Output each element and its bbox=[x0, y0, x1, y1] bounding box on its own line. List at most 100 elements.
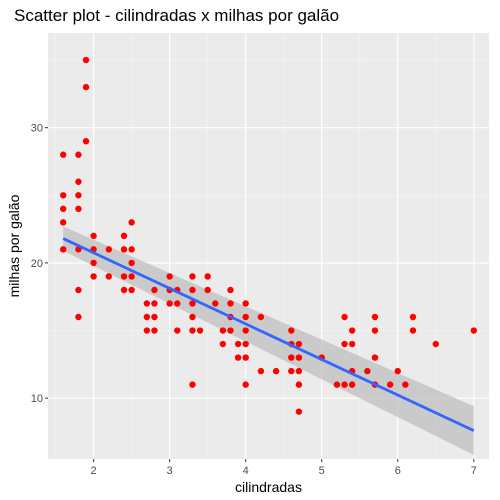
data-point bbox=[295, 354, 303, 361]
data-point bbox=[242, 300, 249, 307]
data-point bbox=[174, 327, 181, 334]
x-tick-label: 6 bbox=[395, 465, 401, 477]
data-point bbox=[348, 381, 356, 388]
data-point bbox=[386, 381, 394, 388]
data-point bbox=[174, 300, 181, 307]
data-point bbox=[128, 273, 135, 280]
data-point bbox=[348, 327, 356, 334]
data-point bbox=[242, 327, 249, 334]
data-point bbox=[212, 300, 219, 307]
data-point bbox=[151, 313, 158, 321]
data-point bbox=[227, 327, 234, 334]
data-point bbox=[295, 408, 303, 415]
data-point bbox=[371, 313, 379, 321]
y-tick-label: 20 bbox=[31, 258, 43, 270]
data-point bbox=[348, 340, 356, 348]
data-point bbox=[227, 300, 234, 307]
x-tick-label: 2 bbox=[91, 465, 97, 477]
data-point bbox=[227, 286, 234, 294]
data-point bbox=[105, 246, 113, 253]
data-point bbox=[75, 151, 82, 158]
data-point bbox=[409, 313, 417, 321]
data-point bbox=[409, 327, 417, 334]
data-point bbox=[120, 246, 128, 253]
data-point bbox=[234, 354, 242, 361]
data-point bbox=[120, 286, 128, 294]
data-point bbox=[189, 313, 196, 321]
trend-line bbox=[62, 237, 475, 432]
data-point bbox=[189, 381, 196, 388]
chart-title: Scatter plot - cilindradas x milhas por … bbox=[14, 6, 339, 25]
data-point bbox=[143, 327, 151, 334]
data-point bbox=[143, 313, 151, 321]
data-point bbox=[234, 340, 242, 348]
data-point bbox=[257, 367, 265, 375]
data-point bbox=[295, 340, 303, 348]
data-point bbox=[341, 381, 348, 388]
data-point bbox=[143, 300, 151, 307]
y-axis-title: milhas por galão bbox=[6, 194, 22, 297]
x-axis-title: cilindradas bbox=[235, 479, 302, 495]
data-point bbox=[333, 381, 341, 388]
data-point bbox=[402, 381, 409, 388]
data-point bbox=[242, 313, 249, 321]
data-point bbox=[82, 56, 90, 64]
data-point bbox=[257, 313, 265, 321]
data-point bbox=[204, 273, 211, 280]
data-point bbox=[151, 286, 158, 294]
data-point bbox=[470, 327, 477, 334]
y-axis-ticks: 10 20 30 bbox=[31, 123, 48, 405]
data-point bbox=[196, 327, 204, 334]
data-point bbox=[90, 273, 97, 280]
y-tick-label: 10 bbox=[31, 393, 43, 405]
data-point bbox=[128, 286, 135, 294]
data-point bbox=[189, 273, 196, 280]
data-point bbox=[219, 327, 227, 334]
x-tick-label: 3 bbox=[167, 465, 173, 477]
data-point bbox=[151, 327, 158, 334]
data-point bbox=[295, 381, 303, 388]
data-point bbox=[120, 273, 128, 280]
data-points bbox=[60, 56, 477, 415]
data-point bbox=[341, 313, 348, 321]
data-point bbox=[128, 246, 135, 253]
data-point bbox=[60, 205, 67, 213]
data-point bbox=[242, 354, 249, 361]
data-point bbox=[151, 300, 158, 307]
data-point bbox=[288, 327, 295, 334]
data-point bbox=[128, 259, 135, 267]
data-point bbox=[60, 219, 67, 226]
data-point bbox=[242, 381, 249, 388]
x-tick-label: 4 bbox=[243, 465, 249, 477]
y-tick-label: 30 bbox=[31, 123, 43, 135]
data-point bbox=[75, 178, 82, 185]
data-point bbox=[128, 219, 135, 226]
confidence-band bbox=[63, 226, 474, 455]
data-point bbox=[371, 327, 379, 334]
data-point bbox=[120, 232, 128, 240]
data-point bbox=[288, 354, 295, 361]
data-point bbox=[295, 367, 303, 375]
data-point bbox=[75, 192, 82, 199]
data-point bbox=[82, 83, 90, 91]
data-point bbox=[60, 246, 67, 253]
data-point bbox=[105, 273, 113, 280]
data-point bbox=[60, 192, 67, 199]
data-point bbox=[242, 340, 249, 348]
data-point bbox=[60, 151, 67, 158]
data-point bbox=[219, 340, 227, 348]
data-point bbox=[341, 340, 348, 348]
x-axis-ticks: 2 3 4 5 6 7 bbox=[91, 459, 477, 477]
data-point bbox=[371, 354, 379, 361]
data-point bbox=[189, 300, 196, 307]
data-point bbox=[166, 300, 173, 307]
data-point bbox=[75, 205, 82, 213]
data-point bbox=[288, 367, 295, 375]
data-point bbox=[90, 232, 97, 240]
data-point bbox=[75, 286, 82, 294]
data-point bbox=[82, 137, 90, 145]
x-tick-label: 5 bbox=[319, 465, 325, 477]
data-point bbox=[204, 286, 211, 294]
data-point bbox=[272, 367, 280, 375]
